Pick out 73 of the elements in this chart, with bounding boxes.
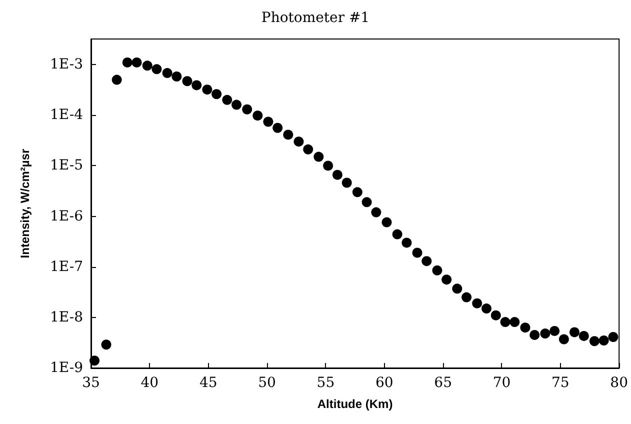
y-tick-label: 1E-7 xyxy=(50,258,83,275)
point xyxy=(598,335,609,346)
point xyxy=(382,217,392,228)
point xyxy=(608,332,618,342)
point xyxy=(481,304,492,314)
point xyxy=(323,160,334,171)
point xyxy=(272,122,283,133)
point xyxy=(162,68,172,78)
point xyxy=(392,229,402,240)
point xyxy=(192,80,202,90)
point xyxy=(332,170,342,180)
point xyxy=(472,298,482,308)
x-tick-label: 60 xyxy=(375,375,394,391)
point xyxy=(490,310,501,320)
point xyxy=(362,197,372,208)
point xyxy=(442,274,452,285)
point xyxy=(342,178,352,188)
x-tick-label: 70 xyxy=(492,375,511,391)
point xyxy=(412,248,422,258)
point xyxy=(578,330,589,341)
x-tick-label: 80 xyxy=(610,375,628,391)
y-tick-label: 1E-8 xyxy=(50,309,83,326)
point xyxy=(422,256,432,266)
x-tick-label: 45 xyxy=(199,375,218,391)
x-tick-label: 75 xyxy=(552,375,570,391)
x-tick-label: 35 xyxy=(82,375,100,391)
point xyxy=(432,265,442,276)
point xyxy=(530,330,540,340)
point xyxy=(172,72,182,82)
x-tick-label: 50 xyxy=(258,375,276,391)
point xyxy=(452,284,462,294)
x-tick-label: 65 xyxy=(434,375,452,391)
point xyxy=(402,238,412,248)
chart-title: Photometer #1 xyxy=(261,10,370,26)
point xyxy=(90,356,100,366)
point xyxy=(520,322,530,333)
point xyxy=(101,340,112,350)
point xyxy=(142,60,152,71)
point xyxy=(242,104,252,114)
point xyxy=(550,326,560,336)
point xyxy=(152,64,162,74)
point xyxy=(212,89,222,100)
point xyxy=(202,84,212,95)
point xyxy=(510,317,520,328)
point xyxy=(112,74,122,85)
x-tick-label: 55 xyxy=(316,375,335,391)
point xyxy=(462,292,472,302)
point xyxy=(294,136,304,147)
point xyxy=(371,207,382,218)
point xyxy=(540,328,550,339)
point xyxy=(303,144,314,154)
point xyxy=(252,110,263,121)
point xyxy=(182,76,192,86)
point xyxy=(314,152,324,162)
point xyxy=(132,57,142,68)
point xyxy=(122,57,132,68)
point xyxy=(222,94,232,105)
y-tick-label: 1E-4 xyxy=(50,107,84,124)
y-tick-label: 1E-3 xyxy=(50,56,83,73)
y-tick-label: 1E-6 xyxy=(50,208,84,224)
point xyxy=(352,187,362,198)
point xyxy=(283,130,294,140)
point xyxy=(570,327,580,338)
point xyxy=(558,334,569,344)
y-tick-label: 1E-9 xyxy=(50,360,83,376)
y-tick-label: 1E-5 xyxy=(50,158,83,174)
point xyxy=(263,116,274,127)
point xyxy=(232,100,242,110)
point xyxy=(500,317,510,328)
x-axis-title: Altitude (Km) xyxy=(317,397,393,411)
point xyxy=(589,336,600,346)
x-tick-label: 40 xyxy=(140,375,159,391)
y-axis-title: Intensity, W/cm²µsr xyxy=(18,148,32,258)
